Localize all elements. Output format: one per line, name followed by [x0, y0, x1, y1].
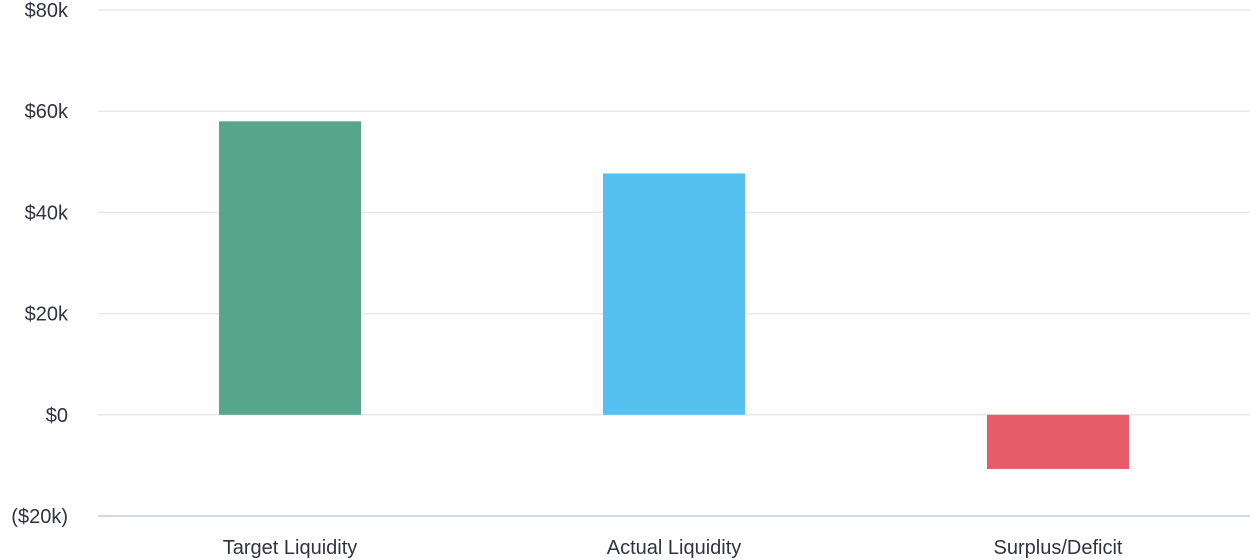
bar-actual-liquidity — [603, 173, 745, 415]
y-tick-label: $0 — [46, 405, 68, 427]
x-category-label: Target Liquidity — [223, 537, 358, 559]
x-category-label: Surplus/Deficit — [994, 537, 1123, 559]
x-category-label: Actual Liquidity — [607, 537, 742, 559]
x-axis-category-labels: Target Liquidity Actual Liquidity Surplus/… — [223, 537, 1123, 559]
y-tick-label: $40k — [25, 202, 69, 224]
bar-surplus-deficit — [987, 414, 1129, 469]
y-tick-label: ($20k) — [11, 506, 68, 528]
bar-layer — [219, 121, 1129, 469]
y-tick-label: $60k — [25, 101, 69, 123]
bar-target-liquidity — [219, 121, 361, 415]
y-axis-tick-labels: ($20k) $0 $20k $40k $60k $80k — [11, 0, 69, 528]
y-tick-label: $20k — [25, 304, 69, 326]
y-tick-label: $80k — [25, 0, 69, 22]
